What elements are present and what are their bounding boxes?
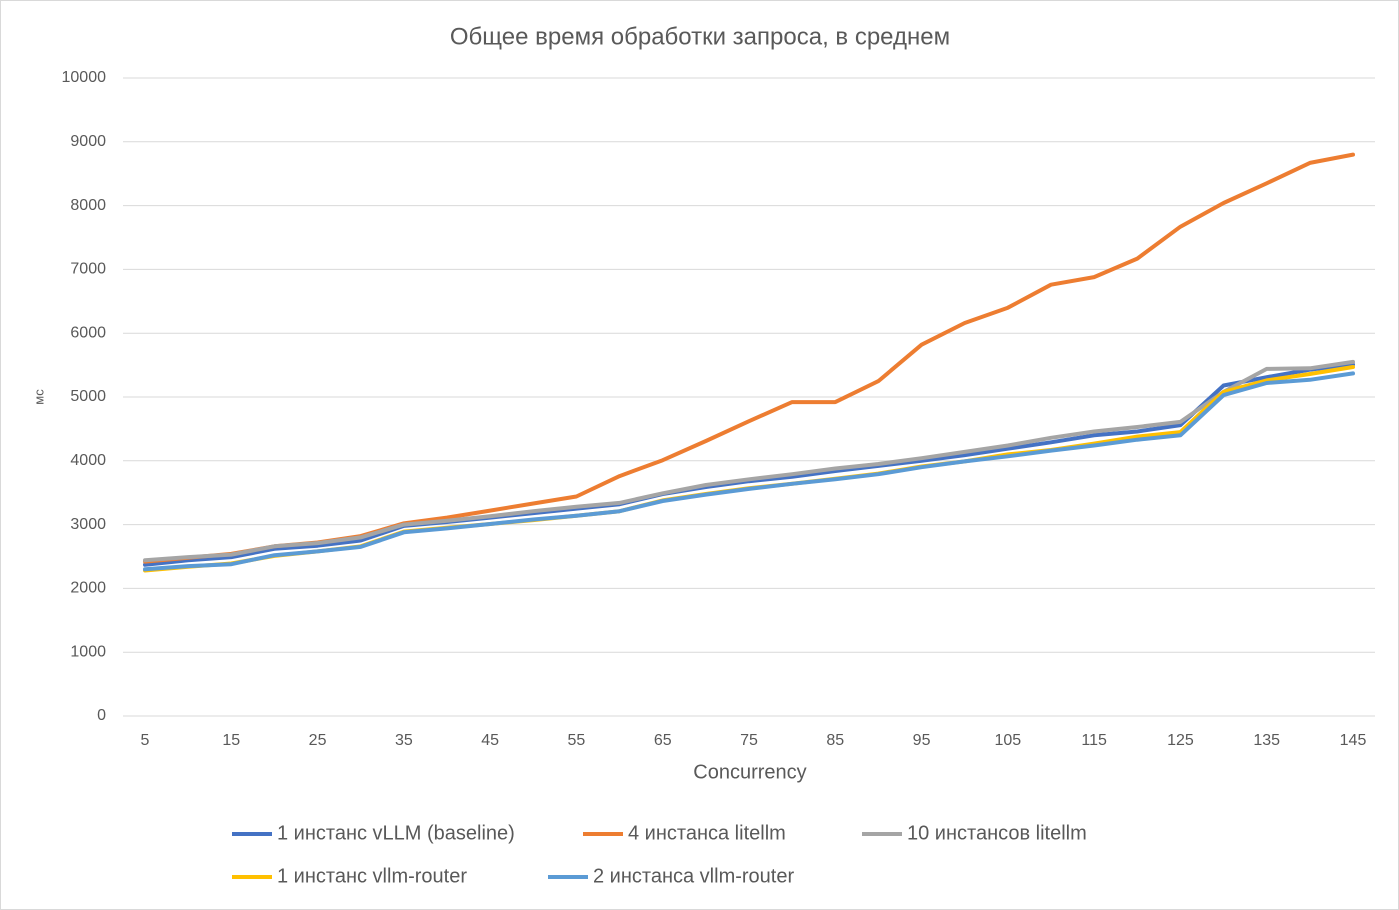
legend-label: 10 инстансов litellm (907, 822, 1087, 844)
chart-title: Общее время обработки запроса, в среднем (450, 23, 950, 50)
x-tick-label: 15 (222, 732, 240, 749)
x-tick-label: 55 (568, 732, 586, 749)
x-tick-label: 65 (654, 732, 672, 749)
y-tick-label: 8000 (70, 197, 106, 214)
y-tick-label: 0 (97, 707, 106, 724)
x-tick-label: 115 (1081, 732, 1107, 749)
series-line (143, 371, 1355, 572)
x-tick-label: 45 (481, 732, 499, 749)
y-tick-label: 10000 (62, 69, 107, 86)
y-tick-label: 4000 (70, 452, 106, 469)
x-axis-title: Concurrency (693, 761, 806, 783)
legend-label: 1 инстанс vLLM (baseline) (277, 822, 515, 844)
y-tick-label: 1000 (70, 643, 106, 660)
x-tick-label: 35 (395, 732, 413, 749)
y-tick-label: 6000 (70, 324, 106, 341)
x-tick-label: 135 (1253, 732, 1280, 749)
x-tick-label: 95 (913, 732, 931, 749)
y-tick-label: 5000 (70, 388, 106, 405)
legend-label: 2 инстанса vllm-router (593, 865, 794, 887)
y-tick-label: 9000 (70, 133, 106, 150)
x-tick-label: 25 (309, 732, 327, 749)
legend-label: 1 инстанс vllm-router (277, 865, 467, 887)
x-tick-label: 125 (1167, 732, 1194, 749)
y-tick-label: 2000 (70, 580, 106, 597)
legend-label: 4 инстанса litellm (628, 822, 786, 844)
x-tick-label: 105 (995, 732, 1022, 749)
x-tick-label: 85 (826, 732, 844, 749)
y-tick-label: 3000 (70, 516, 106, 533)
x-tick-label: 5 (141, 732, 150, 749)
y-tick-label: 7000 (70, 261, 106, 278)
x-tick-label: 145 (1340, 732, 1367, 749)
series-line (143, 359, 1355, 563)
x-tick-label: 75 (740, 732, 758, 749)
y-axis-title: мс (31, 389, 46, 405)
